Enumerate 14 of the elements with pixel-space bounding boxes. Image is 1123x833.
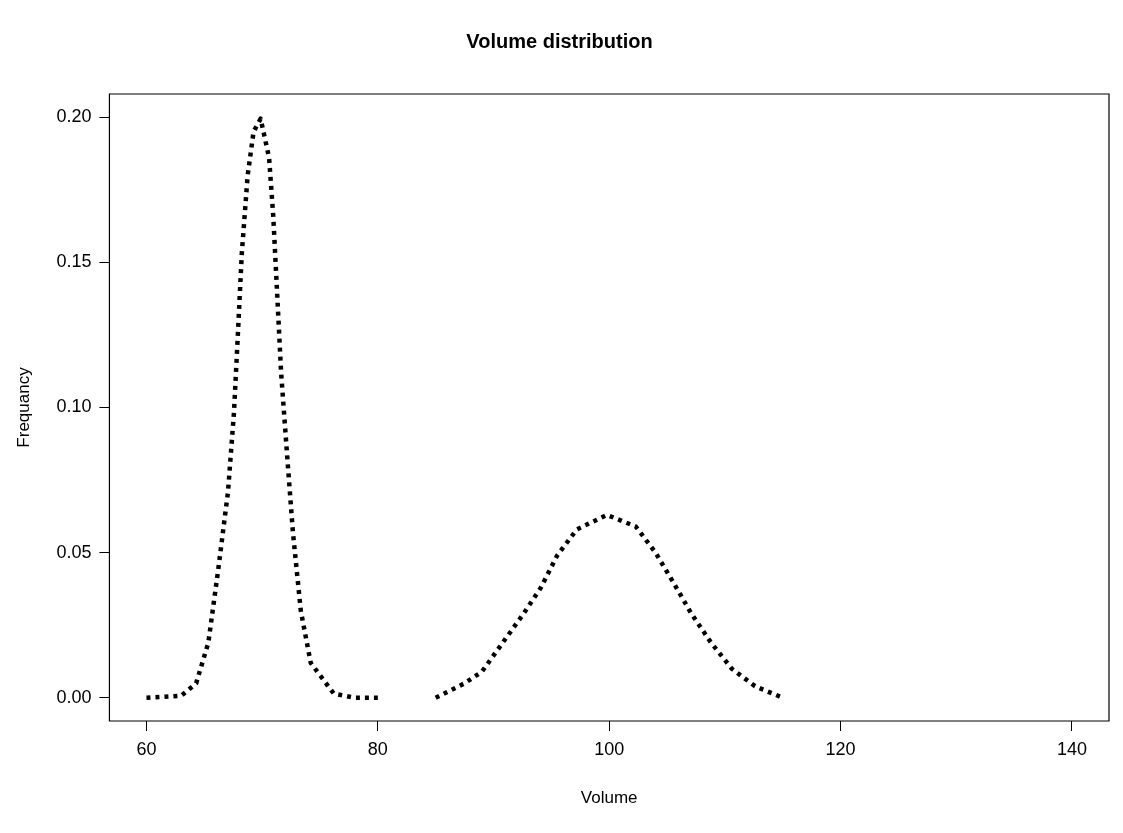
line-series (144, 116, 381, 701)
x-tick-label: 100 (594, 738, 625, 759)
y-tick-label: 0.05 (56, 541, 92, 562)
y-tick-label: 0.15 (56, 251, 92, 272)
x-tick-label: 140 (1056, 738, 1087, 759)
x-tick-label: 80 (367, 738, 388, 759)
y-axis-title: Frequancy (13, 366, 33, 448)
x-tick-label: 120 (825, 738, 856, 759)
x-axis-title: Volume (580, 788, 638, 808)
y-tick-label: 0.10 (56, 396, 92, 417)
y-tick-label: 0.00 (56, 686, 92, 707)
chart-title: Volume distribution (466, 29, 653, 52)
y-tick-label: 0.20 (56, 106, 92, 127)
x-tick-label: 60 (136, 738, 157, 759)
